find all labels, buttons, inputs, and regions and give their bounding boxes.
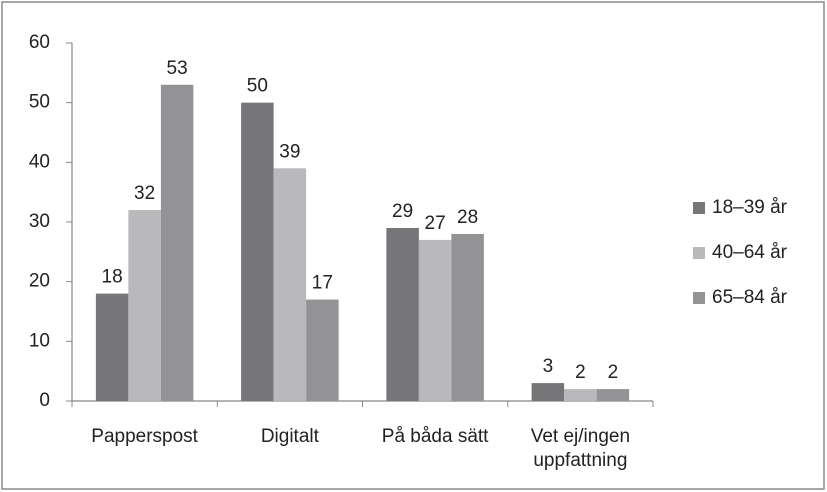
bar [386,227,419,401]
value-label: 53 [167,58,188,79]
value-label: 3 [543,356,554,377]
value-label: 50 [247,76,268,97]
legend-swatch [693,202,705,214]
x-tick-label: Digitalt [260,426,319,447]
value-label: 32 [134,183,155,204]
legend-label: 40–64 år [712,242,788,263]
legend-label: 18–39 år [712,197,788,218]
legend-swatch [693,292,705,304]
value-label: 27 [425,213,446,234]
value-label: 18 [102,267,123,288]
value-label: 2 [575,362,586,383]
value-label: 39 [279,141,300,162]
legend-label: 65–84 år [712,287,788,308]
y-tick-label: 0 [39,390,50,411]
value-label: 28 [457,207,478,228]
x-tick-label: Vet ej/ingen uppfattning [530,426,631,471]
bar [596,389,630,401]
bar [241,102,274,402]
bar [128,210,161,401]
y-tick-label: 50 [29,92,50,113]
bar [531,383,565,401]
x-tick-label: På båda sätt [381,426,489,447]
legend-swatch [693,247,705,259]
y-tick-label: 40 [29,151,50,172]
x-tick-label: Papperspost [91,426,198,447]
value-label: 29 [392,201,413,222]
bar [273,168,307,401]
y-tick-label: 10 [29,330,50,351]
bar [451,233,484,401]
y-tick-label: 60 [29,32,50,53]
bar [160,84,194,402]
value-label: 17 [312,273,333,294]
y-tick-label: 20 [29,271,50,292]
bar [306,299,339,401]
y-tick-label: 30 [29,211,50,232]
bar [95,293,129,401]
bar [564,389,597,401]
bar [418,239,452,401]
value-label: 2 [608,362,619,383]
